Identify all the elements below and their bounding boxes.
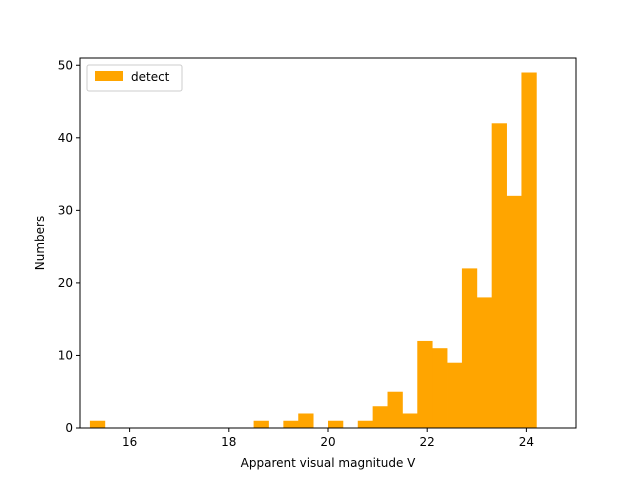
bars-group bbox=[89, 72, 537, 428]
histogram-bar bbox=[506, 195, 522, 428]
histogram-bar bbox=[253, 420, 269, 428]
x-tick-label: 20 bbox=[320, 435, 335, 449]
y-axis-label: Numbers bbox=[33, 216, 47, 270]
legend-swatch bbox=[95, 71, 123, 81]
histogram-bar bbox=[417, 340, 433, 428]
histogram-bar bbox=[461, 268, 478, 428]
y-tick-label: 30 bbox=[58, 203, 73, 217]
legend: detect bbox=[86, 64, 183, 92]
y-axis-ticks: 0 10 20 30 40 50 bbox=[58, 58, 80, 435]
y-tick-label: 20 bbox=[58, 276, 73, 290]
histogram-bar bbox=[432, 348, 448, 428]
legend-label-detect: detect bbox=[131, 70, 170, 84]
histogram-bar bbox=[447, 362, 463, 428]
histogram-bar bbox=[402, 413, 418, 428]
y-tick-label: 50 bbox=[58, 58, 73, 72]
histogram-bar bbox=[372, 406, 388, 428]
histogram-bar bbox=[476, 297, 493, 428]
histogram-bar bbox=[491, 123, 507, 428]
histogram-bar bbox=[89, 420, 106, 428]
x-axis-ticks: 16 18 20 22 24 bbox=[122, 428, 534, 449]
histogram-bar bbox=[521, 72, 537, 428]
x-tick-label: 24 bbox=[519, 435, 534, 449]
histogram-bar bbox=[357, 420, 374, 428]
y-tick-label: 40 bbox=[58, 131, 73, 145]
histogram-bar bbox=[387, 391, 403, 428]
histogram-bar bbox=[298, 413, 314, 428]
x-axis-label: Apparent visual magnitude V bbox=[241, 456, 416, 470]
y-tick-label: 0 bbox=[65, 421, 73, 435]
y-tick-label: 10 bbox=[58, 348, 73, 362]
histogram-bar bbox=[328, 420, 344, 428]
x-tick-label: 16 bbox=[122, 435, 137, 449]
x-tick-label: 22 bbox=[420, 435, 435, 449]
histogram-bar bbox=[283, 420, 299, 428]
x-tick-label: 18 bbox=[221, 435, 236, 449]
